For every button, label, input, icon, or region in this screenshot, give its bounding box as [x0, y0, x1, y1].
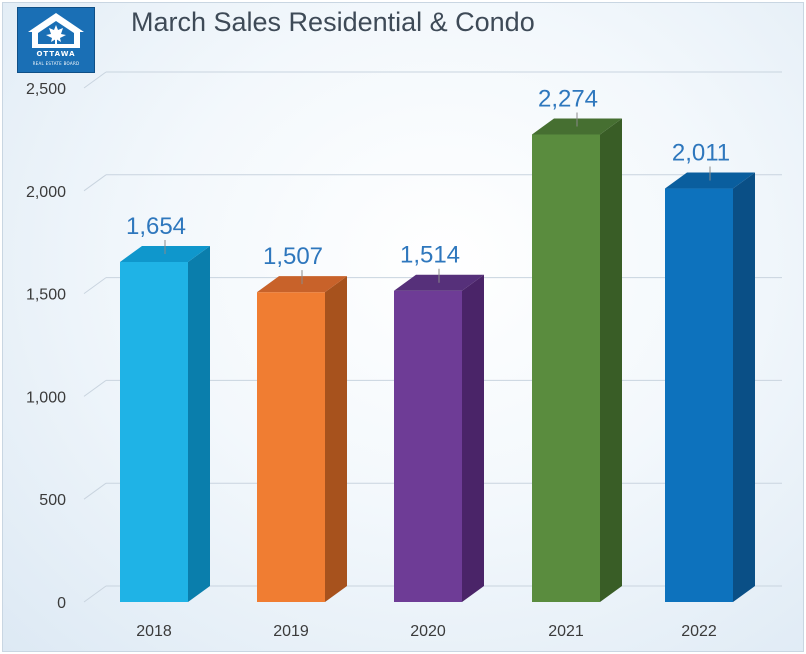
ottawa-real-estate-board-logo: OTTAWA REAL ESTATE BOARD	[17, 7, 95, 73]
bar: 1,514	[394, 242, 484, 602]
bar: 2,011	[665, 140, 755, 603]
data-label: 1,514	[400, 242, 460, 269]
bar-series: 1,654 1,507 1,514 2,274 2,011	[120, 85, 755, 603]
bar-side-face	[600, 118, 622, 602]
bar-side-face	[733, 172, 755, 603]
y-tick-label: 0	[57, 595, 66, 612]
y-tick-label: 1,000	[26, 389, 66, 406]
bar-front-face	[394, 290, 462, 602]
x-tick-label: 2018	[136, 623, 172, 640]
bar-front-face	[257, 292, 325, 602]
bar-front-face	[532, 134, 600, 602]
bar-side-face	[325, 276, 347, 602]
y-axis-tick-labels: 0 500 1,000 1,500 2,000 2,500	[26, 81, 66, 612]
data-label: 1,507	[263, 243, 323, 270]
bar-top-face	[532, 118, 622, 135]
y-tick-label: 2,000	[26, 184, 66, 201]
gridline-depth	[83, 482, 107, 500]
logo-name: OTTAWA	[36, 50, 76, 58]
x-tick-label: 2019	[273, 623, 309, 640]
bar: 1,654	[120, 213, 210, 602]
data-label: 2,011	[672, 140, 730, 167]
bar-front-face	[665, 188, 733, 603]
gridline-depth	[83, 174, 107, 192]
gridline-depth	[83, 71, 107, 89]
x-axis-tick-labels: 2018 2019 2020 2021 2022	[136, 623, 717, 640]
bar-front-face	[120, 261, 188, 602]
gridline-depth	[83, 585, 107, 603]
x-tick-label: 2021	[548, 623, 584, 640]
gridline-depth	[83, 379, 107, 397]
y-tick-label: 2,500	[26, 81, 66, 98]
house-maple-leaf-icon	[28, 13, 84, 48]
bar: 2,274	[532, 85, 622, 602]
data-label: 1,654	[126, 213, 186, 240]
logo-subtitle: REAL ESTATE BOARD	[32, 61, 80, 66]
y-tick-label: 500	[39, 492, 66, 509]
x-tick-label: 2020	[410, 623, 446, 640]
bar-side-face	[188, 245, 210, 602]
x-tick-label: 2022	[681, 623, 717, 640]
chart-title: March Sales Residential & Condo	[131, 7, 535, 37]
data-label: 2,274	[538, 85, 598, 112]
gridline-depth	[83, 277, 107, 295]
bar-side-face	[462, 274, 484, 602]
y-tick-label: 1,500	[26, 287, 66, 304]
bar: 1,507	[257, 243, 347, 602]
